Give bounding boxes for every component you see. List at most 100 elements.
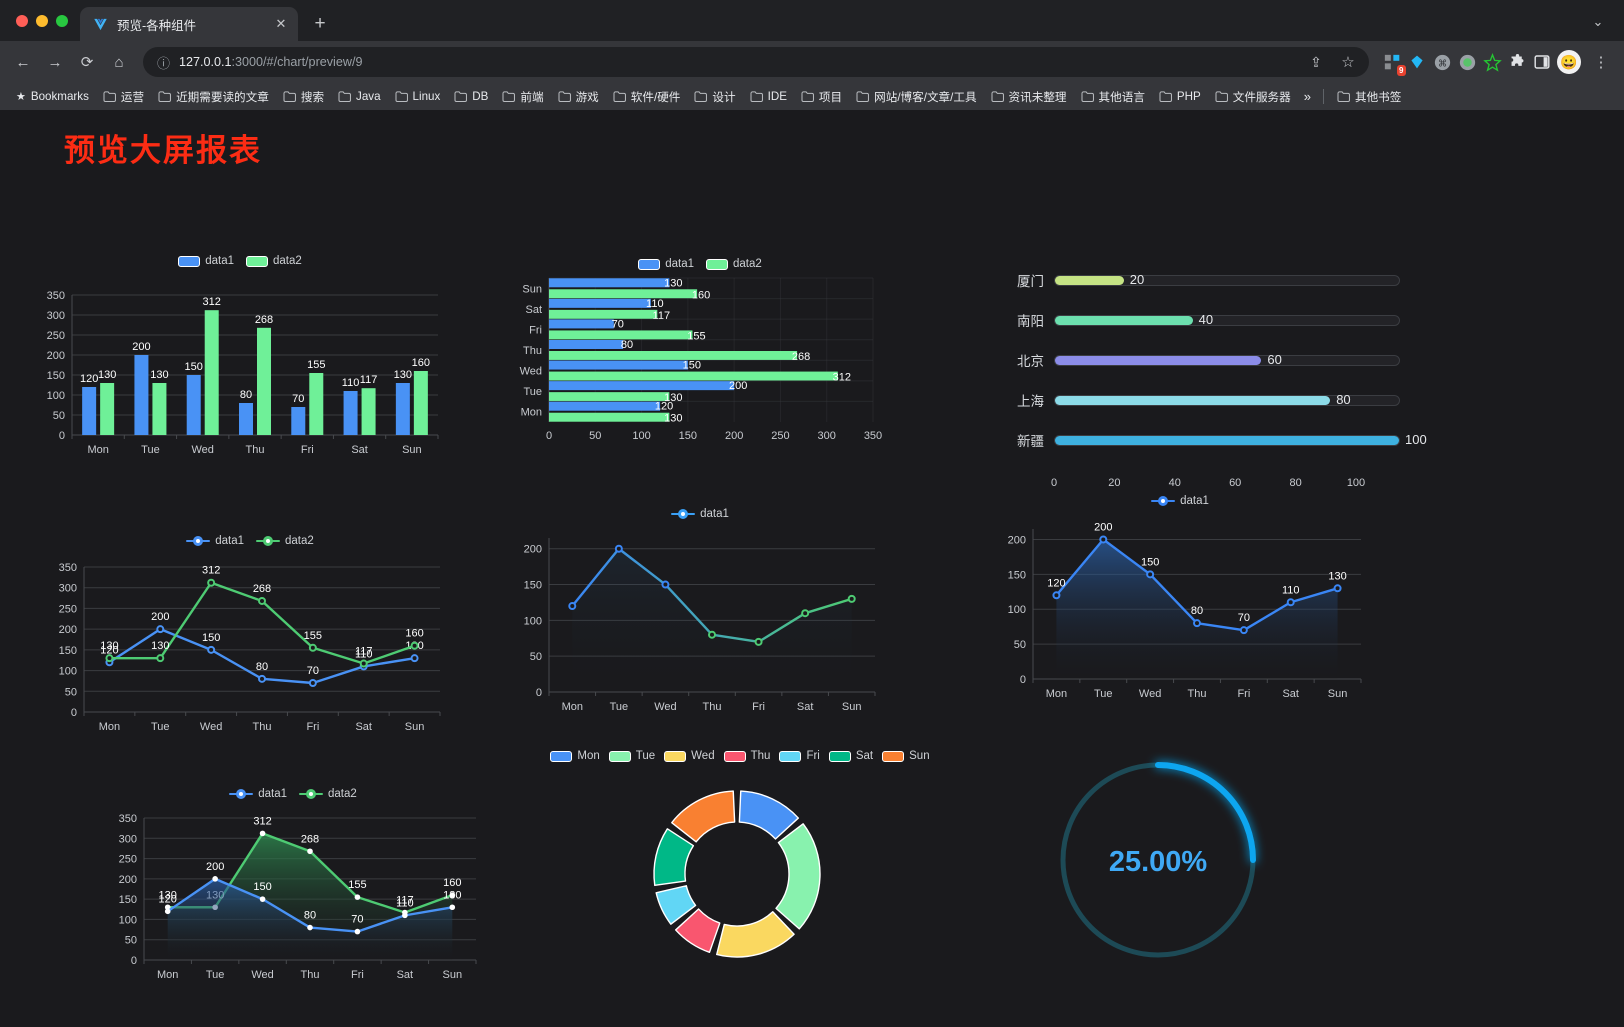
side-panel-icon[interactable] bbox=[1532, 52, 1552, 72]
bookmark-folder[interactable]: IDE bbox=[744, 88, 793, 105]
bookmark-folder[interactable]: 网站/博客/文章/工具 bbox=[850, 87, 982, 107]
svg-text:Thu: Thu bbox=[253, 721, 272, 733]
legend-item-sun[interactable]: Sun bbox=[882, 750, 930, 762]
progress-track: 40 bbox=[1054, 312, 1400, 327]
browser-menu-icon[interactable]: ⋮ bbox=[1593, 54, 1609, 71]
bookmarks-label-item[interactable]: ★ Bookmarks bbox=[10, 88, 95, 105]
bookmarks-overflow-button[interactable]: » bbox=[1303, 89, 1311, 104]
svg-text:80: 80 bbox=[621, 339, 633, 351]
svg-text:80: 80 bbox=[240, 389, 252, 401]
bookmark-folder[interactable]: PHP bbox=[1153, 88, 1207, 105]
bookmark-folder[interactable]: 项目 bbox=[795, 87, 848, 107]
chart-pie-donut: Mon Tue Wed Thu Fri Sat Sun bbox=[540, 750, 940, 989]
bookmark-folder[interactable]: 游戏 bbox=[552, 87, 605, 107]
progress-row: 上海 80 bbox=[1000, 390, 1400, 410]
svg-text:300: 300 bbox=[119, 833, 137, 845]
legend-item-data2[interactable]: data2 bbox=[706, 258, 762, 270]
svg-text:130: 130 bbox=[1328, 570, 1346, 582]
legend-item-data1[interactable]: data1 bbox=[638, 258, 694, 270]
data-point bbox=[1146, 570, 1155, 579]
svg-text:312: 312 bbox=[253, 815, 271, 827]
bookmark-folder[interactable]: 软件/硬件 bbox=[607, 87, 687, 107]
legend-item-data1[interactable]: data1 bbox=[186, 535, 244, 547]
svg-text:312: 312 bbox=[833, 372, 851, 384]
green-star-icon[interactable] bbox=[1482, 52, 1502, 72]
minimize-window-button[interactable] bbox=[36, 14, 48, 27]
legend-item-wed[interactable]: Wed bbox=[664, 750, 715, 762]
bar-data1 bbox=[549, 401, 661, 411]
address-bar[interactable]: ⓘ 127.0.0.1:3000/#/chart/preview/9 ⇪ ☆ bbox=[143, 47, 1369, 77]
svg-text:Sun: Sun bbox=[442, 969, 462, 981]
bookmark-folder[interactable]: 运营 bbox=[97, 87, 150, 107]
svg-text:Mon: Mon bbox=[521, 407, 542, 419]
svg-text:130: 130 bbox=[664, 277, 682, 289]
legend-item-data2[interactable]: data2 bbox=[246, 255, 302, 267]
progress-label: 厦门 bbox=[1017, 274, 1044, 289]
bookmark-folder[interactable]: Java bbox=[332, 88, 387, 105]
bookmark-folder[interactable]: 搜索 bbox=[277, 87, 330, 107]
bookmark-star-icon[interactable]: ☆ bbox=[1341, 54, 1355, 71]
pie-slice-thu bbox=[674, 908, 721, 954]
url-host: 127.0.0.1 bbox=[179, 55, 232, 69]
bookmark-folder[interactable]: 文件服务器 bbox=[1209, 87, 1297, 107]
legend-item-data1[interactable]: data1 bbox=[1151, 495, 1209, 507]
legend-item-data1[interactable]: data1 bbox=[178, 255, 234, 267]
reload-button[interactable]: ⟳ bbox=[80, 54, 94, 71]
bookmark-folder[interactable]: 前端 bbox=[496, 87, 549, 107]
bookmarks-divider bbox=[1322, 89, 1324, 104]
close-window-button[interactable] bbox=[16, 14, 28, 27]
command-circle-icon[interactable]: ⌘ bbox=[1432, 52, 1452, 72]
legend-item-data2[interactable]: data2 bbox=[256, 535, 314, 547]
legend-item-fri[interactable]: Fri bbox=[779, 750, 820, 762]
svg-text:150: 150 bbox=[1008, 569, 1026, 581]
legend-item-mon[interactable]: Mon bbox=[550, 750, 600, 762]
folder-icon bbox=[338, 91, 352, 103]
extensions-row: 9 ⌘ bbox=[1378, 47, 1616, 77]
bookmark-folder[interactable]: 近期需要读的文章 bbox=[152, 87, 275, 107]
legend-line-data2 bbox=[299, 789, 323, 800]
share-icon[interactable]: ⇪ bbox=[1310, 53, 1322, 70]
other-bookmarks-folder[interactable]: 其他书签 bbox=[1331, 87, 1407, 107]
bookmark-folder[interactable]: 资讯未整理 bbox=[985, 87, 1073, 107]
bookmark-folder[interactable]: Linux bbox=[389, 88, 447, 105]
bookmark-folder[interactable]: 其他语言 bbox=[1075, 87, 1151, 107]
legend-label-data2: data2 bbox=[733, 258, 762, 270]
legend-area-single: data1 bbox=[985, 495, 1375, 507]
svg-text:Tue: Tue bbox=[141, 444, 160, 456]
browser-tab[interactable]: 预览-各种组件 ✕ bbox=[80, 7, 298, 41]
bar-data2 bbox=[549, 351, 798, 360]
svg-text:80: 80 bbox=[256, 661, 268, 673]
legend-item-thu[interactable]: Thu bbox=[723, 750, 770, 762]
legend-item-data1[interactable]: data1 bbox=[671, 508, 729, 520]
svg-text:0: 0 bbox=[1051, 477, 1057, 489]
forward-button[interactable]: → bbox=[47, 53, 63, 71]
puzzle-icon[interactable] bbox=[1507, 52, 1527, 72]
diamond-icon[interactable] bbox=[1407, 52, 1427, 72]
progress-bar-list: 厦门 20 南阳 40 北京 60 上海 80 新疆 100 bbox=[1000, 270, 1427, 450]
site-info-icon[interactable]: ⓘ bbox=[157, 55, 171, 71]
extensions-grid-icon[interactable]: 9 bbox=[1382, 52, 1406, 76]
new-tab-button[interactable]: + bbox=[314, 13, 326, 34]
bookmark-folder[interactable]: DB bbox=[448, 88, 494, 105]
bookmark-label: Linux bbox=[412, 90, 441, 103]
home-button[interactable]: ⌂ bbox=[114, 53, 124, 71]
maximize-window-button[interactable] bbox=[56, 14, 68, 27]
bar-data2 bbox=[361, 388, 376, 435]
legend-item-data1[interactable]: data1 bbox=[229, 788, 287, 800]
progress-value: 20 bbox=[1129, 271, 1145, 287]
svg-text:80: 80 bbox=[1191, 605, 1203, 617]
avatar[interactable]: 😀 bbox=[1557, 50, 1581, 74]
back-button[interactable]: ← bbox=[15, 53, 31, 71]
chevron-down-icon[interactable]: ⌄ bbox=[1592, 14, 1604, 29]
legend-item-data2[interactable]: data2 bbox=[299, 788, 357, 800]
legend-item-tue[interactable]: Tue bbox=[608, 750, 655, 762]
area-fill bbox=[167, 878, 453, 960]
legend-item-sat[interactable]: Sat bbox=[828, 750, 873, 762]
svg-text:150: 150 bbox=[253, 881, 271, 893]
close-tab-button[interactable]: ✕ bbox=[275, 16, 287, 31]
green-circle-icon[interactable] bbox=[1457, 52, 1477, 72]
bookmark-folder[interactable]: 设计 bbox=[688, 87, 741, 107]
area-dual-plot: 0501001502002503003501301303122681551171… bbox=[119, 813, 477, 981]
vue-logo-icon bbox=[92, 16, 108, 32]
